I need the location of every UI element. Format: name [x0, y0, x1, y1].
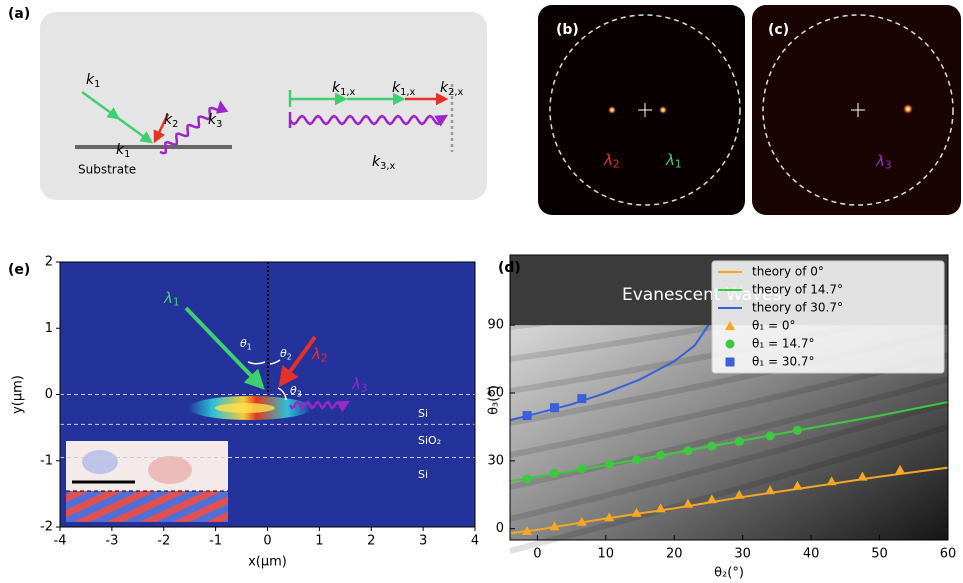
data-point [683, 446, 692, 455]
inset-pattern [82, 450, 118, 474]
y-axis-label: θ₃(°) [487, 385, 502, 415]
data-point [523, 411, 532, 420]
x-tick-label: -4 [54, 534, 67, 549]
y-tick-label: 0 [45, 387, 53, 402]
label-base: λ [311, 345, 321, 363]
label-sub: 2 [321, 353, 328, 365]
x-tick-label: 50 [871, 547, 888, 562]
y-axis-label: y(μm) [11, 375, 26, 414]
inset-pattern [66, 491, 228, 522]
legend-box [712, 261, 944, 373]
y-tick-label: 0 [496, 521, 504, 536]
field-pattern [215, 403, 275, 413]
label-base: λ [875, 152, 885, 170]
x-tick-label: 60 [940, 547, 957, 562]
label-base: λ [665, 151, 675, 169]
label-sub: 3 [297, 389, 302, 398]
label-base: λ [163, 289, 173, 307]
data-point [707, 442, 716, 451]
data-point [605, 460, 614, 469]
legend-swatch [726, 358, 735, 367]
figure: k1k1k2k3k1,xk1,xk2,xk3,xSubstrate SiSiO₂… [0, 0, 963, 583]
x-tick-label: 30 [734, 547, 751, 562]
data-point [735, 437, 744, 446]
data-point [656, 451, 665, 460]
label-sub: 2 [287, 352, 292, 361]
legend-label: theory of 30.7° [752, 301, 843, 315]
label-sub: 2 [613, 159, 620, 171]
panel-label: (b) [556, 22, 579, 38]
x-tick-label: 40 [803, 547, 820, 562]
layer-label: Si [418, 407, 428, 420]
x-tick-label: 2 [367, 534, 375, 549]
label-sub: 1,x [340, 87, 355, 98]
label-sub: 3 [885, 160, 892, 172]
y-tick-label: 1 [45, 321, 53, 336]
data-point [766, 431, 775, 440]
y-tick-label: 30 [487, 453, 504, 468]
data-point [523, 474, 532, 483]
x-tick-label: 1 [315, 534, 323, 549]
inset [66, 441, 228, 522]
x-tick-label: -2 [157, 534, 170, 549]
legend-swatch [726, 340, 735, 349]
x-tick-label: -1 [209, 534, 222, 549]
label-sub: 1 [675, 159, 682, 171]
data-point [577, 464, 586, 473]
data-point [793, 426, 802, 435]
label-sub: 1 [124, 149, 130, 160]
legend-label: θ₁ = 0° [752, 319, 795, 333]
legend: theory of 0° theory of 14.7° theory of 30.… [712, 261, 944, 373]
panel-e: SiSiO₂Siλ1θ1θ2θ3λ2λ3-4-3-2-101234-2-1012… [11, 255, 480, 570]
label-sub: 1 [247, 342, 252, 351]
y-tick-label: 2 [45, 255, 53, 270]
panel-label: (d) [498, 260, 521, 276]
label-sub: 2,x [448, 87, 463, 98]
layer-label: Si [418, 468, 428, 481]
x-tick-label: 20 [666, 547, 683, 562]
legend-label: theory of 0° [752, 265, 824, 279]
x-axis-label: θ₂(°) [714, 566, 744, 581]
data-point [550, 469, 559, 478]
legend-label: θ₁ = 30.7° [752, 355, 815, 369]
label-sub: 3 [361, 383, 368, 395]
label-base: λ [351, 375, 361, 393]
label-sub: 3,x [380, 161, 395, 172]
x-tick-label: 10 [598, 547, 615, 562]
y-tick-label: -1 [40, 453, 53, 468]
layer-label: SiO₂ [418, 434, 441, 447]
y-tick-label: 90 [487, 318, 504, 333]
x-tick-label: 0 [263, 534, 271, 549]
label-sub: 1,x [400, 87, 415, 98]
legend-label: θ₁ = 14.7° [752, 337, 815, 351]
page: {"panel_labels": ["(a)", "(b)", "(c)", "… [0, 0, 963, 583]
x-axis-label: x(μm) [248, 555, 287, 570]
y-tick-label: -2 [40, 520, 53, 535]
label-sub: 2 [172, 119, 178, 130]
label-sub: 3 [216, 119, 222, 130]
panel-label: (a) [8, 6, 30, 22]
legend-label: theory of 14.7° [752, 283, 843, 297]
spot [903, 104, 913, 114]
x-tick-label: -3 [105, 534, 118, 549]
substrate-label: Substrate [78, 163, 136, 177]
panel-label: (c) [768, 22, 789, 38]
x-tick-label: 4 [471, 534, 479, 549]
spot [608, 106, 616, 114]
panel-label: (e) [8, 262, 30, 278]
spot [659, 106, 667, 114]
data-point [632, 455, 641, 464]
label-base: λ [603, 151, 613, 169]
label-sub: 1 [94, 79, 100, 90]
label-sub: 1 [173, 297, 180, 309]
x-tick-label: 0 [533, 547, 541, 562]
x-tick-label: 3 [419, 534, 427, 549]
inset-pattern [148, 456, 192, 484]
data-point [577, 394, 586, 403]
data-point [550, 403, 559, 412]
